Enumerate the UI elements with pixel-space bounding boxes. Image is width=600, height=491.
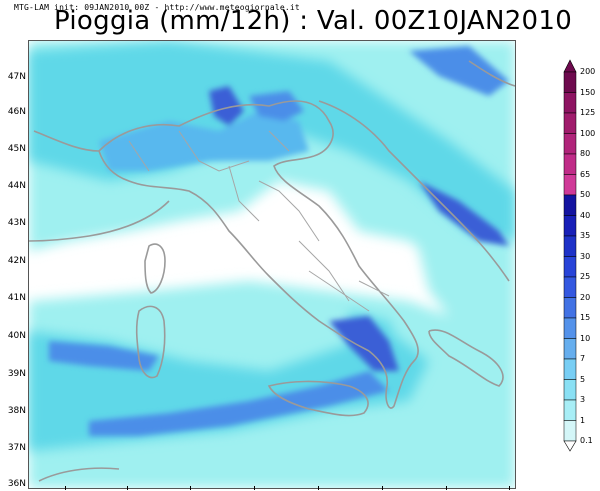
- lat-label: 38N: [7, 406, 26, 416]
- x-tick: [382, 486, 383, 490]
- legend-swatch: [563, 338, 577, 360]
- x-tick: [318, 486, 319, 490]
- precipitation-map: [28, 40, 516, 489]
- x-tick: [65, 486, 66, 490]
- page-title: Pioggia (mm/12h) : Val. 00Z10JAN2010: [54, 6, 573, 36]
- lat-label: 46N: [7, 107, 26, 117]
- x-tick: [509, 486, 510, 490]
- legend-swatch: [563, 71, 577, 93]
- x-tick: [254, 486, 255, 490]
- run-info: MTG-LAM init: 09JAN2010 00Z - http://www…: [14, 3, 300, 12]
- legend-swatch: [563, 256, 577, 278]
- legend-value: 65: [580, 169, 591, 179]
- lat-label: 45N: [7, 144, 26, 154]
- lat-label: 43N: [7, 218, 26, 228]
- lat-label: 39N: [7, 369, 26, 379]
- legend-value: 80: [580, 149, 591, 158]
- legend-value: 5: [580, 374, 586, 384]
- legend-value: 0.1: [580, 436, 593, 445]
- legend-swatch: [563, 133, 577, 155]
- lat-label: 37N: [7, 443, 26, 453]
- legend-value: 10: [580, 333, 591, 343]
- legend-swatch: [563, 358, 577, 380]
- legend-value: 3: [580, 395, 586, 404]
- legend-swatch: [563, 153, 577, 175]
- legend-value: 50: [580, 190, 591, 199]
- legend-swatch: [563, 194, 577, 216]
- x-tick: [127, 486, 128, 490]
- legend-swatch: [563, 297, 577, 319]
- lat-label: 47N: [7, 72, 26, 82]
- legend-value: 200: [580, 67, 596, 76]
- legend-swatch: [563, 174, 577, 196]
- legend-swatch: [563, 92, 577, 114]
- legend-value: 7: [580, 354, 586, 363]
- legend-arrow-bottom: [563, 440, 577, 452]
- legend-value: 1: [580, 415, 586, 425]
- legend-swatch: [563, 276, 577, 298]
- lat-label: 44N: [7, 181, 26, 191]
- legend-value: 150: [580, 87, 596, 97]
- x-tick: [190, 486, 191, 490]
- legend-value: 35: [580, 231, 591, 240]
- lat-label: 40N: [7, 331, 26, 341]
- region-borders: [128, 130, 390, 312]
- legend-swatch: [563, 379, 577, 401]
- legend-swatch: [563, 399, 577, 421]
- legend-value: 125: [580, 108, 596, 117]
- legend-value: 15: [580, 313, 591, 322]
- legend-swatch: [563, 215, 577, 237]
- map-canvas: [29, 41, 515, 488]
- legend-value: 30: [580, 251, 591, 261]
- legend-value: 100: [580, 128, 596, 138]
- x-tick: [446, 486, 447, 490]
- legend-swatch: [563, 420, 577, 442]
- lat-label: 41N: [7, 293, 26, 303]
- legend-value: 20: [580, 292, 591, 302]
- legend-value: 25: [580, 272, 591, 281]
- lat-label: 36N: [7, 479, 26, 489]
- legend-swatch: [563, 317, 577, 339]
- coastlines: [29, 60, 515, 482]
- legend-arrow-top: [563, 59, 577, 73]
- legend-swatch: [563, 235, 577, 257]
- lat-label: 42N: [7, 256, 26, 266]
- legend-swatch: [563, 112, 577, 134]
- legend-colorbar: [563, 59, 577, 452]
- legend-value: 40: [580, 210, 591, 220]
